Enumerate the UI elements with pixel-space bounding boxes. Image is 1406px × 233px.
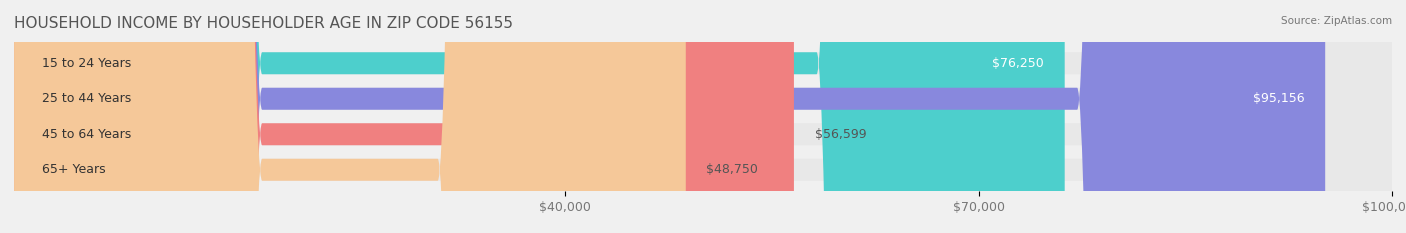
Text: 65+ Years: 65+ Years [42, 163, 105, 176]
FancyBboxPatch shape [14, 0, 1392, 233]
FancyBboxPatch shape [14, 0, 794, 233]
Text: 45 to 64 Years: 45 to 64 Years [42, 128, 131, 141]
Text: $48,750: $48,750 [706, 163, 758, 176]
FancyBboxPatch shape [14, 0, 1326, 233]
Text: $56,599: $56,599 [814, 128, 866, 141]
Text: HOUSEHOLD INCOME BY HOUSEHOLDER AGE IN ZIP CODE 56155: HOUSEHOLD INCOME BY HOUSEHOLDER AGE IN Z… [14, 16, 513, 31]
Text: $95,156: $95,156 [1253, 92, 1305, 105]
Text: 15 to 24 Years: 15 to 24 Years [42, 57, 131, 70]
FancyBboxPatch shape [14, 0, 686, 233]
FancyBboxPatch shape [14, 0, 1064, 233]
Text: 25 to 44 Years: 25 to 44 Years [42, 92, 131, 105]
Text: $76,250: $76,250 [993, 57, 1045, 70]
FancyBboxPatch shape [14, 0, 1392, 233]
FancyBboxPatch shape [14, 0, 1392, 233]
Text: Source: ZipAtlas.com: Source: ZipAtlas.com [1281, 16, 1392, 26]
FancyBboxPatch shape [14, 0, 1392, 233]
